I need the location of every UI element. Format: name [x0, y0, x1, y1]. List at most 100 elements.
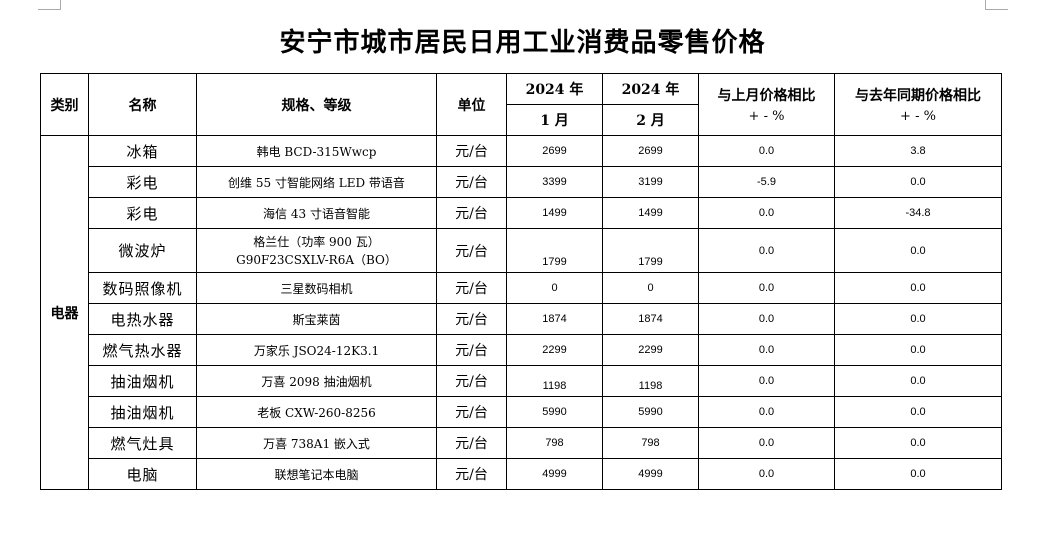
header-yoy-line2: + - % [900, 109, 936, 124]
change-mom: 0.0 [698, 272, 835, 304]
item-name: 冰箱 [88, 135, 197, 167]
change-yoy: 0.0 [834, 166, 1002, 198]
price-jan: 2299 [506, 334, 603, 366]
item-spec: 海信 43 寸语音智能 [196, 197, 437, 229]
price-feb: 2299 [602, 334, 699, 366]
change-yoy: 0.0 [834, 396, 1002, 428]
item-unit: 元/台 [436, 334, 507, 366]
header-name: 名称 [88, 73, 197, 136]
item-spec-line1: 格兰仕（功率 900 瓦） [253, 234, 380, 249]
header-mom-line1: 与上月价格相比 [717, 88, 816, 104]
item-unit: 元/台 [436, 166, 507, 198]
change-mom: 0.0 [698, 228, 835, 273]
page-corner-mark-right [985, 0, 1008, 10]
category-cell: 电器 [40, 135, 89, 490]
header-mom-line2: + - % [748, 109, 785, 124]
price-feb: 2699 [602, 135, 699, 167]
change-mom: -5.9 [698, 166, 835, 198]
header-yoy-line1: 与去年同期价格相比 [855, 88, 981, 104]
header-unit: 单位 [436, 73, 507, 136]
table-row: 电脑 联想笔记本电脑 元/台 4999 4999 0.0 0.0 [41, 458, 1002, 490]
header-month-2: 2 月 [602, 104, 699, 136]
price-jan: 2699 [506, 135, 603, 167]
price-jan: 1874 [506, 303, 603, 335]
item-unit: 元/台 [436, 458, 507, 490]
price-jan: 0 [506, 272, 603, 304]
price-jan: 4999 [506, 458, 603, 490]
item-spec: 创维 55 寸智能网络 LED 带语音 [196, 166, 437, 198]
item-unit: 元/台 [436, 427, 507, 459]
page-title: 安宁市城市居民日用工业消费品零售价格 [279, 28, 766, 58]
item-unit: 元/台 [436, 197, 507, 229]
header-yoy: 与去年同期价格相比 + - % [834, 73, 1002, 136]
change-mom: 0.0 [698, 303, 835, 335]
item-name: 彩电 [88, 166, 197, 198]
header-year-2: 2024 年 [602, 73, 699, 105]
item-name: 抽油烟机 [88, 365, 197, 397]
price-table: 类别 名称 规格、等级 单位 2024 年 2024 年 与上月价格相比 + -… [40, 73, 1002, 490]
change-yoy: 0.0 [834, 427, 1002, 459]
price-feb: 1874 [602, 303, 699, 335]
item-spec: 万家乐 JSO24-12K3.1 [196, 334, 437, 366]
table-row: 燃气热水器 万家乐 JSO24-12K3.1 元/台 2299 2299 0.0 0.0 [41, 334, 1002, 366]
change-yoy: 0.0 [834, 458, 1002, 490]
change-mom: 0.0 [698, 458, 835, 490]
header-category: 类别 [40, 73, 89, 136]
price-jan: 1499 [506, 197, 603, 229]
change-mom: 0.0 [698, 334, 835, 366]
change-yoy: 0.0 [834, 228, 1002, 273]
item-unit: 元/台 [436, 303, 507, 335]
item-name: 电热水器 [88, 303, 197, 335]
table-row: 电器 冰箱 韩电 BCD-315Wwcp 元/台 2699 2699 0.0 3.8 [40, 135, 1002, 490]
item-name: 数码照像机 [88, 272, 197, 304]
price-feb: 5990 [602, 396, 699, 428]
change-mom: 0.0 [698, 427, 835, 459]
table-row: 彩电 创维 55 寸智能网络 LED 带语音 元/台 3399 3199 -5.9 0.0 [41, 166, 1002, 198]
header-spec: 规格、等级 [196, 73, 437, 136]
item-unit: 元/台 [436, 396, 507, 428]
change-yoy: 0.0 [834, 272, 1002, 304]
price-jan: 5990 [506, 396, 603, 428]
change-mom: 0.0 [698, 396, 835, 428]
price-jan: 798 [506, 427, 603, 459]
item-name: 燃气灶具 [88, 427, 197, 459]
table-row: 微波炉 格兰仕（功率 900 瓦） G90F23CSXLV-R6A（BO） 元/台 17… [41, 228, 1002, 273]
price-jan: 1198 [506, 365, 603, 397]
change-yoy: 0.0 [834, 365, 1002, 397]
table-row: 抽油烟机 老板 CXW-260-8256 元/台 5990 5990 0.0 0.0 [41, 396, 1002, 428]
price-jan: 1799 [506, 228, 603, 273]
change-yoy: 0.0 [834, 334, 1002, 366]
price-feb: 0 [602, 272, 699, 304]
price-jan: 3399 [506, 166, 603, 198]
item-spec: 万喜 738A1 嵌入式 [196, 427, 437, 459]
table-row: 数码照像机 三星数码相机 元/台 0 0 0.0 0.0 [41, 272, 1002, 304]
item-spec: 三星数码相机 [196, 272, 437, 304]
table-subheader-row: 1 月 2 月 [41, 104, 1002, 136]
item-unit: 元/台 [436, 272, 507, 304]
item-spec: 老板 CXW-260-8256 [196, 396, 437, 428]
table-body: 电器 冰箱 韩电 BCD-315Wwcp 元/台 2699 2699 0.0 3.8 彩电 创维 … [40, 135, 1002, 490]
item-name: 电脑 [88, 458, 197, 490]
change-mom: 0.0 [698, 135, 835, 167]
table-row: 彩电 海信 43 寸语音智能 元/台 1499 1499 0.0 -34.8 [41, 197, 1002, 229]
item-unit: 元/台 [436, 135, 507, 167]
item-spec-line2: G90F23CSXLV-R6A（BO） [236, 252, 397, 267]
change-yoy: 3.8 [834, 135, 1002, 167]
price-feb: 1799 [602, 228, 699, 273]
item-name: 燃气热水器 [88, 334, 197, 366]
price-feb: 4999 [602, 458, 699, 490]
change-yoy: -34.8 [834, 197, 1002, 229]
table-row: 抽油烟机 万喜 2098 抽油烟机 元/台 1198 1198 0.0 0.0 [41, 365, 1002, 397]
change-mom: 0.0 [698, 365, 835, 397]
item-unit: 元/台 [436, 365, 507, 397]
header-mom: 与上月价格相比 + - % [698, 73, 835, 136]
item-name: 抽油烟机 [88, 396, 197, 428]
item-spec: 万喜 2098 抽油烟机 [196, 365, 437, 397]
item-spec: 联想笔记本电脑 [196, 458, 437, 490]
header-month-1: 1 月 [506, 104, 603, 136]
price-feb: 798 [602, 427, 699, 459]
page-corner-mark-left [38, 0, 61, 10]
price-feb: 1499 [602, 197, 699, 229]
item-spec: 韩电 BCD-315Wwcp [196, 135, 437, 167]
item-name: 微波炉 [88, 228, 197, 273]
